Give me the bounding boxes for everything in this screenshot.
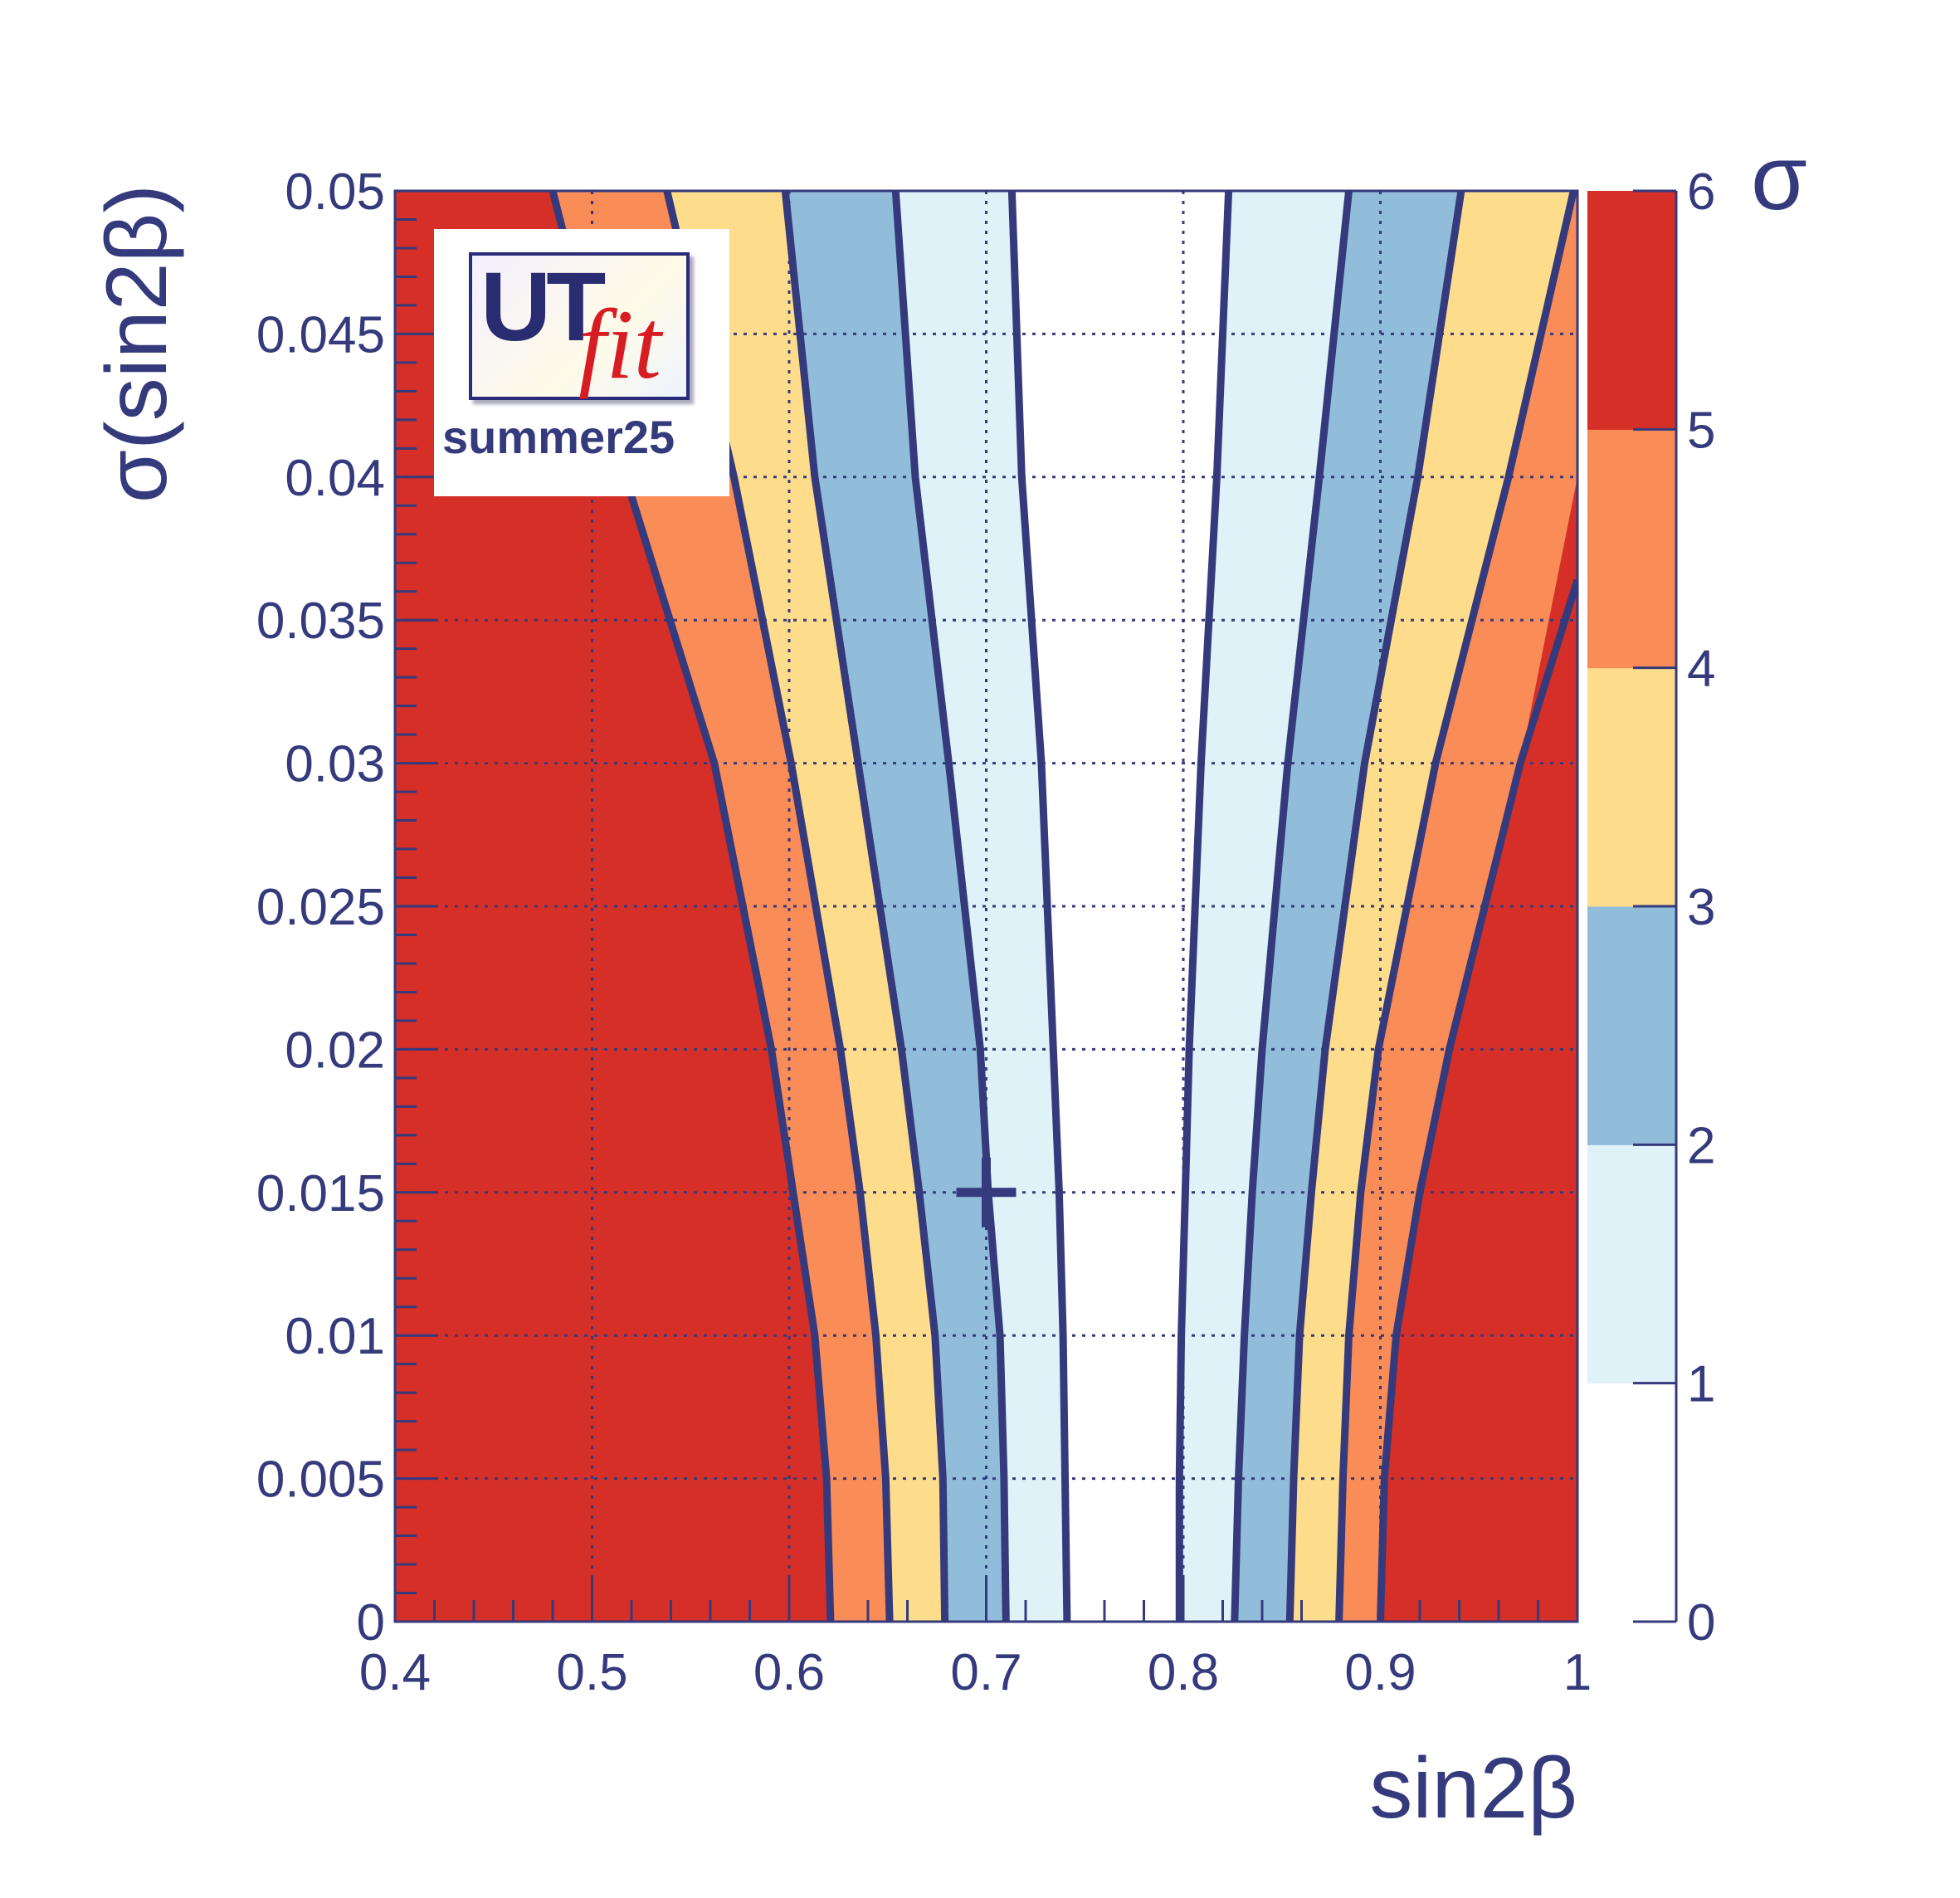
x-axis-title: sin2β bbox=[1369, 1740, 1577, 1837]
x-tick-label: 0.4 bbox=[359, 1644, 431, 1701]
contour-1-sigma-left bbox=[1007, 191, 1071, 1622]
colorbar-segment-2 bbox=[1587, 906, 1676, 1145]
x-tick-label: 0.6 bbox=[753, 1644, 825, 1701]
colorbar-segment-5 bbox=[1587, 191, 1676, 430]
logo-box: UT fit bbox=[469, 252, 690, 400]
colorbar-tick-label: 5 bbox=[1687, 402, 1715, 459]
contour-5-sigma-left bbox=[549, 191, 835, 1622]
y-tick-label: 0.025 bbox=[256, 879, 385, 936]
contour-4-sigma-left bbox=[663, 191, 894, 1622]
logo-fit: fit bbox=[578, 289, 662, 399]
y-tick-label: 0.015 bbox=[256, 1165, 385, 1222]
y-tick-label: 0.03 bbox=[285, 736, 385, 793]
contour-2-sigma-left bbox=[891, 191, 1010, 1622]
contour-4-sigma-right bbox=[1335, 191, 1577, 1622]
colorbar-tick-label: 0 bbox=[1687, 1594, 1715, 1652]
x-tick-label: 1 bbox=[1563, 1644, 1592, 1701]
colorbar-tick-label: 1 bbox=[1687, 1356, 1715, 1413]
plot-area bbox=[395, 191, 1577, 1622]
contour-1-sigma-right bbox=[1175, 191, 1233, 1622]
y-tick-label: 0.045 bbox=[256, 306, 385, 363]
colorbar-segment-3 bbox=[1587, 667, 1676, 907]
logo-ut: UT bbox=[480, 252, 606, 362]
colorbar-tick-label: 3 bbox=[1687, 879, 1715, 936]
contour-5-sigma-right bbox=[1377, 578, 1577, 1622]
y-tick-label: 0.035 bbox=[256, 593, 385, 650]
colorbar-segment-1 bbox=[1587, 1144, 1676, 1384]
x-tick-label: 0.7 bbox=[950, 1644, 1021, 1701]
contour-3-sigma-left bbox=[781, 191, 949, 1622]
region-0-1-sigma bbox=[1012, 191, 1229, 1622]
colorbar-tick-label: 4 bbox=[1687, 641, 1715, 698]
utfit-logo: UT fit summer25 bbox=[434, 229, 729, 496]
x-tick-label: 0.5 bbox=[556, 1644, 627, 1701]
colorbar-title: σ bbox=[1751, 127, 1807, 229]
y-axis-title: σ(sin2β) bbox=[89, 184, 185, 503]
contour-3-sigma-right bbox=[1285, 191, 1465, 1622]
colorbar-segment-0 bbox=[1587, 1383, 1676, 1622]
x-tick-label: 0.9 bbox=[1344, 1644, 1416, 1701]
best-fit-marker bbox=[956, 1157, 1017, 1227]
contour-2-sigma-right bbox=[1231, 191, 1353, 1622]
colorbar-segment-4 bbox=[1587, 429, 1676, 669]
x-tick-label: 0.8 bbox=[1148, 1644, 1219, 1701]
y-tick-label: 0.02 bbox=[285, 1022, 385, 1079]
colorbar-tick-label: 6 bbox=[1687, 163, 1715, 221]
y-tick-label: 0.04 bbox=[285, 450, 385, 507]
y-tick-label: 0 bbox=[357, 1594, 385, 1652]
colorbar-tick-label: 2 bbox=[1687, 1117, 1715, 1174]
y-tick-label: 0.005 bbox=[256, 1452, 385, 1509]
y-tick-label: 0.05 bbox=[285, 163, 385, 221]
logo-caption: summer25 bbox=[442, 411, 675, 463]
y-tick-label: 0.01 bbox=[285, 1308, 385, 1365]
